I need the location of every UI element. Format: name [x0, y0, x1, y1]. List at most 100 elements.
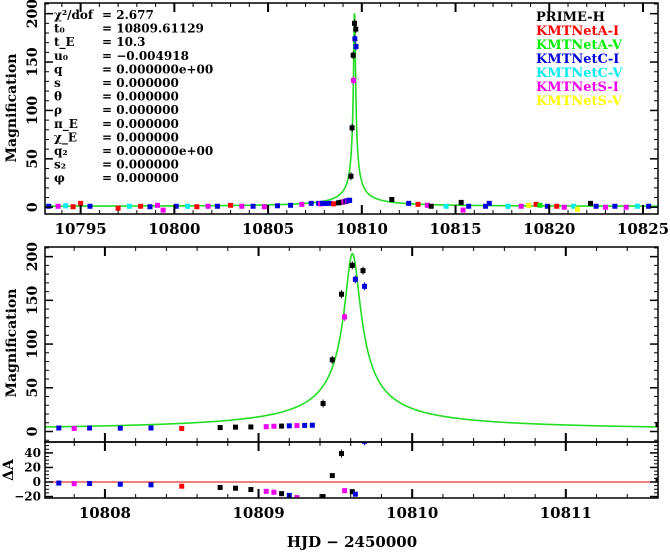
- panel-frame: [44, 246, 659, 443]
- x-tick-label: 10825: [617, 220, 669, 238]
- data-point-KMTNetC-I: [327, 200, 333, 206]
- data-point-KMTNetS-I: [342, 314, 348, 320]
- data-point-KMTNetC-I: [353, 44, 359, 50]
- data-point-PRIME-H: [217, 425, 223, 431]
- fit-parameter-value: = 0.000000: [102, 76, 179, 90]
- data-point-KMTNetS-I: [71, 425, 77, 431]
- data-point-KMTNetS-I: [460, 207, 466, 213]
- data-point-KMTNetC-V: [184, 203, 190, 209]
- data-point-KMTNetC-I: [612, 203, 618, 209]
- data-point-KMTNetC-I: [46, 203, 52, 209]
- data-point-PRIME-H: [655, 422, 658, 428]
- x-tick-label: 10820: [523, 220, 575, 238]
- data-point-KMTNetC-I: [483, 203, 489, 209]
- data-point-KMTNetA-V: [537, 202, 543, 208]
- data-point-KMTNetC-I: [56, 480, 62, 486]
- data-point-KMTNetS-I: [55, 203, 61, 209]
- fit-parameter-label: s₂: [54, 158, 66, 172]
- fit-parameter-label: φ: [54, 171, 65, 185]
- data-point-KMTNetC-I: [148, 425, 154, 431]
- fit-parameter-value: = 0.000000e+00: [102, 62, 213, 76]
- legend-entry: KMTNetC-V: [536, 66, 623, 81]
- data-point-KMTNetS-I: [71, 481, 77, 487]
- data-point-KMTNetC-I: [309, 422, 315, 428]
- data-point-PRIME-H: [350, 52, 356, 58]
- y-tick-label: 150: [25, 47, 41, 76]
- fit-parameter-label: χ²/dof: [54, 8, 94, 22]
- plot-area: [45, 252, 658, 431]
- fit-parameter-label: t₀: [54, 22, 65, 36]
- legend-entry: KMTNetC-I: [536, 52, 619, 67]
- data-point-KMTNetS-I: [603, 204, 609, 210]
- fit-parameter-label: q: [54, 62, 63, 76]
- data-point-PRIME-H: [458, 199, 464, 205]
- data-point-KMTNetC-I: [323, 201, 329, 207]
- data-point-KMTNetS-V: [526, 202, 532, 208]
- data-point-KMTNetC-I: [214, 203, 220, 209]
- data-point-PRIME-H: [348, 173, 354, 179]
- data-point-KMTNetC-I: [352, 36, 358, 42]
- data-point-KMTNetA-I: [179, 425, 185, 431]
- y-tick-label: 50: [25, 149, 41, 169]
- x-tick-label: 10810: [386, 504, 438, 522]
- x-axis-label: HJD − 2450000: [287, 533, 417, 550]
- y-axis-label-residual: ΔA: [1, 458, 17, 481]
- y-tick-label: 200: [25, 0, 41, 28]
- data-point-PRIME-H: [428, 203, 434, 209]
- data-point-PRIME-H: [233, 485, 239, 491]
- data-point-KMTNetC-I: [362, 442, 368, 444]
- data-point-KMTNetS-I: [160, 207, 166, 213]
- data-point-KMTNetC-V: [63, 203, 69, 209]
- data-point-KMTNetS-I: [263, 424, 269, 430]
- fit-parameter-value: = 0.000000: [102, 117, 179, 131]
- x-tick-label: 10795: [55, 220, 107, 238]
- fit-parameter-value: = 0.000000: [102, 103, 179, 117]
- data-point-PRIME-H: [329, 473, 335, 479]
- model-curve: [45, 252, 658, 428]
- fit-parameter-label: χ_E: [54, 130, 77, 145]
- data-point-KMTNetC-I: [310, 502, 315, 507]
- data-point-KMTNetC-I: [274, 203, 280, 209]
- y-tick-label: 0: [25, 426, 41, 436]
- data-point-PRIME-H: [320, 401, 326, 407]
- fit-parameter-value: = 10809.61129: [102, 22, 204, 36]
- data-point-KMTNetS-I: [263, 488, 269, 494]
- data-point-PRIME-H: [279, 491, 285, 497]
- data-point-KMTNetC-V: [634, 203, 640, 209]
- data-point-KMTNetS-I: [351, 77, 357, 83]
- fit-parameter-label: t_E: [54, 35, 75, 50]
- data-point-KMTNetC-I: [352, 491, 358, 497]
- x-tick-label: 10808: [79, 504, 131, 522]
- data-point-KMTNetC-I: [466, 203, 472, 209]
- data-point-KMTNetS-I: [154, 202, 160, 208]
- legend-entry: KMTNetA-V: [536, 38, 623, 53]
- data-point-KMTNetC-V: [571, 203, 577, 209]
- panel-frame: [44, 2, 659, 215]
- fit-parameter-value: = 10.3: [102, 35, 145, 49]
- data-point-KMTNetC-I: [302, 498, 307, 503]
- data-point-KMTNetS-I: [294, 423, 300, 429]
- fit-parameter-label: u₀: [54, 49, 68, 63]
- data-point-KMTNetC-I: [87, 481, 93, 487]
- data-point-KMTNetC-I: [117, 425, 123, 431]
- data-point-KMTNetS-I: [261, 204, 267, 210]
- x-tick-label: 10810: [336, 220, 388, 238]
- data-point-PRIME-H: [233, 424, 239, 430]
- data-point-KMTNetS-I: [239, 203, 245, 209]
- y-tick-label: 0: [25, 202, 41, 212]
- fit-parameter-value: = 0.000000e+00: [102, 144, 213, 158]
- data-point-KMTNetC-V: [126, 203, 132, 209]
- data-point-KMTNetC-I: [56, 425, 62, 431]
- data-point-KMTNetC-I: [593, 203, 599, 209]
- data-point-PRIME-H: [339, 450, 345, 456]
- data-point-PRIME-H: [349, 125, 355, 131]
- x-tick-label: 10805: [242, 220, 294, 238]
- data-point-KMTNetC-I: [117, 481, 123, 487]
- data-point-PRIME-H: [329, 357, 335, 363]
- data-point-KMTNetS-I: [424, 202, 430, 208]
- data-point-KMTNetA-I: [331, 201, 337, 207]
- data-point-KMTNetS-I: [294, 495, 300, 498]
- data-point-PRIME-H: [655, 477, 658, 483]
- data-point-KMTNetS-V: [574, 206, 580, 212]
- fit-parameter-label: π_E: [54, 117, 78, 132]
